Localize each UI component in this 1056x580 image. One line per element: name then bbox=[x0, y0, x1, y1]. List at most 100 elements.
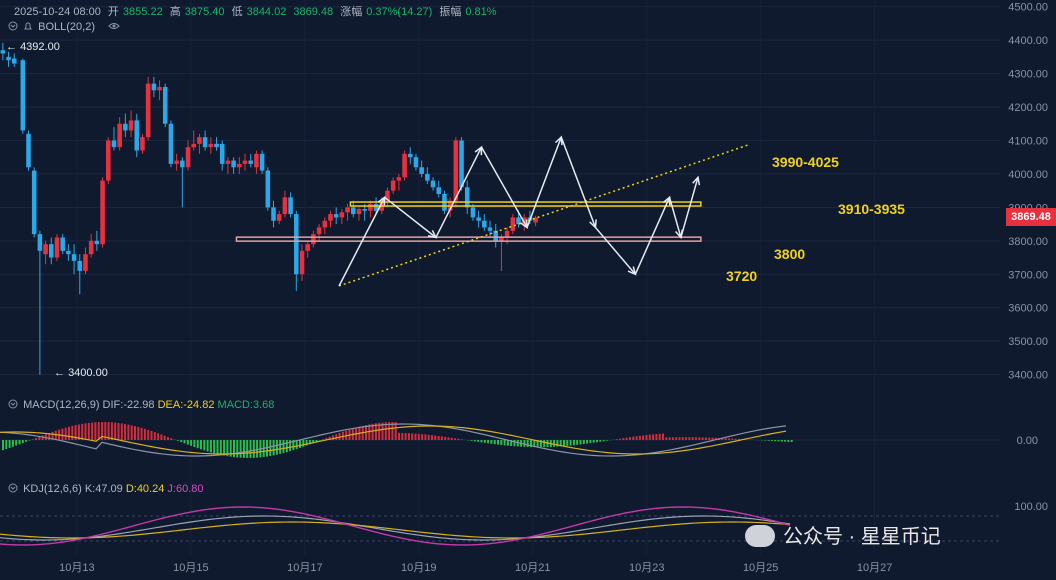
macd-bar bbox=[712, 438, 714, 440]
macd-bar bbox=[576, 440, 578, 445]
macd-bar bbox=[81, 424, 83, 440]
macd-bar bbox=[583, 440, 585, 444]
macd-bar bbox=[19, 440, 21, 444]
kdj-collapse-icon[interactable] bbox=[8, 483, 18, 493]
macd-bar bbox=[405, 433, 407, 440]
current-price-tag: 3869.48 bbox=[1006, 208, 1056, 226]
macd-bar bbox=[457, 439, 459, 440]
macd-bar bbox=[279, 440, 281, 454]
candle-up bbox=[89, 241, 94, 254]
macd-bar bbox=[431, 435, 433, 440]
candle-down bbox=[488, 227, 493, 230]
macd-bar bbox=[253, 440, 255, 458]
y-tick-label: 3500.00 bbox=[1008, 336, 1048, 348]
header-close: 3869.48 bbox=[293, 6, 333, 18]
macd-bar bbox=[134, 426, 136, 440]
candle-down bbox=[465, 187, 470, 207]
header-amp: 0.81% bbox=[465, 6, 496, 18]
candle-up bbox=[226, 161, 231, 164]
projection-segment bbox=[595, 227, 635, 274]
kdj-label: KDJ(12,6,6) bbox=[23, 483, 82, 495]
candle-up bbox=[186, 147, 191, 167]
macd-bar bbox=[299, 440, 301, 448]
macd-bar bbox=[593, 440, 595, 443]
macd-dif: DIF:-22.98 bbox=[103, 399, 155, 411]
macd-bar bbox=[655, 434, 657, 440]
header-amp-label: 振幅 bbox=[439, 6, 461, 18]
macd-bar bbox=[418, 434, 420, 440]
watermark: 公众号 · 星星币记 bbox=[745, 520, 941, 549]
candle-down bbox=[32, 171, 37, 235]
candle-down bbox=[72, 254, 77, 261]
macd-bar bbox=[791, 440, 793, 442]
header-low: 3844.02 bbox=[247, 6, 287, 18]
macd-bar bbox=[688, 437, 690, 440]
candle-down bbox=[77, 261, 82, 271]
macd-bar bbox=[127, 425, 129, 440]
macd-bar bbox=[91, 423, 93, 440]
candle-up bbox=[323, 221, 328, 228]
y-tick-label: 4500.00 bbox=[1008, 2, 1048, 14]
macd-bar bbox=[527, 440, 529, 447]
macd-bar bbox=[240, 440, 242, 458]
candle-down bbox=[425, 174, 430, 181]
macd-legend: MACD(12,26,9) DIF:-22.98 DEA:-24.82 MACD… bbox=[0, 399, 274, 411]
macd-bar bbox=[124, 424, 126, 440]
candle-down bbox=[220, 144, 225, 164]
annotation-3990-4025: 3990-4025 bbox=[772, 154, 839, 170]
candle-up bbox=[83, 254, 88, 271]
macd-bar bbox=[438, 436, 440, 440]
macd-bar bbox=[32, 439, 34, 440]
header-high: 3875.40 bbox=[185, 6, 225, 18]
macd-bar bbox=[504, 440, 506, 445]
kdj-j: J:60.80 bbox=[167, 483, 203, 495]
macd-bar bbox=[154, 432, 156, 440]
candle-down bbox=[38, 234, 43, 251]
macd-bar bbox=[599, 440, 601, 442]
macd-bar bbox=[398, 433, 400, 440]
candle-down bbox=[476, 217, 481, 220]
macd-bar bbox=[500, 440, 502, 445]
macd-bar bbox=[25, 440, 27, 442]
macd-bar bbox=[725, 438, 727, 440]
macd-bar bbox=[454, 438, 456, 440]
macd-bar bbox=[137, 427, 139, 440]
candle-down bbox=[266, 171, 271, 208]
macd-bar bbox=[685, 437, 687, 440]
macd-bar bbox=[180, 440, 182, 442]
candle-up bbox=[300, 251, 305, 274]
x-tick-label: 10月21 bbox=[515, 562, 550, 574]
macd-bar bbox=[144, 429, 146, 440]
x-tick-label: 10月25 bbox=[743, 562, 778, 574]
macd-bar bbox=[177, 440, 179, 441]
macd-bar bbox=[61, 429, 63, 440]
candle-down bbox=[214, 144, 219, 147]
projection-segment bbox=[527, 137, 561, 227]
macd-bar bbox=[273, 440, 275, 455]
macd-bar bbox=[141, 428, 143, 440]
candle-up bbox=[391, 181, 396, 191]
candle-down bbox=[49, 244, 54, 257]
macd-bar bbox=[190, 440, 192, 446]
eye-icon[interactable] bbox=[108, 21, 118, 31]
macd-bar bbox=[589, 440, 591, 443]
collapse-icon[interactable] bbox=[8, 21, 18, 31]
bell-icon[interactable] bbox=[23, 21, 33, 31]
macd-bar bbox=[487, 440, 489, 443]
macd-bar bbox=[12, 440, 14, 447]
macd-bar bbox=[164, 436, 166, 440]
candle-up bbox=[311, 234, 316, 244]
candle-up bbox=[277, 214, 282, 221]
macd-bar bbox=[233, 440, 235, 457]
macd-bar bbox=[461, 439, 463, 440]
macd-collapse-icon[interactable] bbox=[8, 399, 18, 409]
candle-down bbox=[26, 134, 31, 167]
macd-bar bbox=[401, 433, 403, 440]
macd-bar bbox=[659, 434, 661, 440]
macd-bar bbox=[223, 440, 225, 456]
candle-down bbox=[248, 161, 253, 164]
y-tick-label: 4400.00 bbox=[1008, 35, 1048, 47]
macd-bar bbox=[586, 440, 588, 444]
macd-bar bbox=[566, 440, 568, 446]
wechat-icon bbox=[745, 525, 775, 547]
